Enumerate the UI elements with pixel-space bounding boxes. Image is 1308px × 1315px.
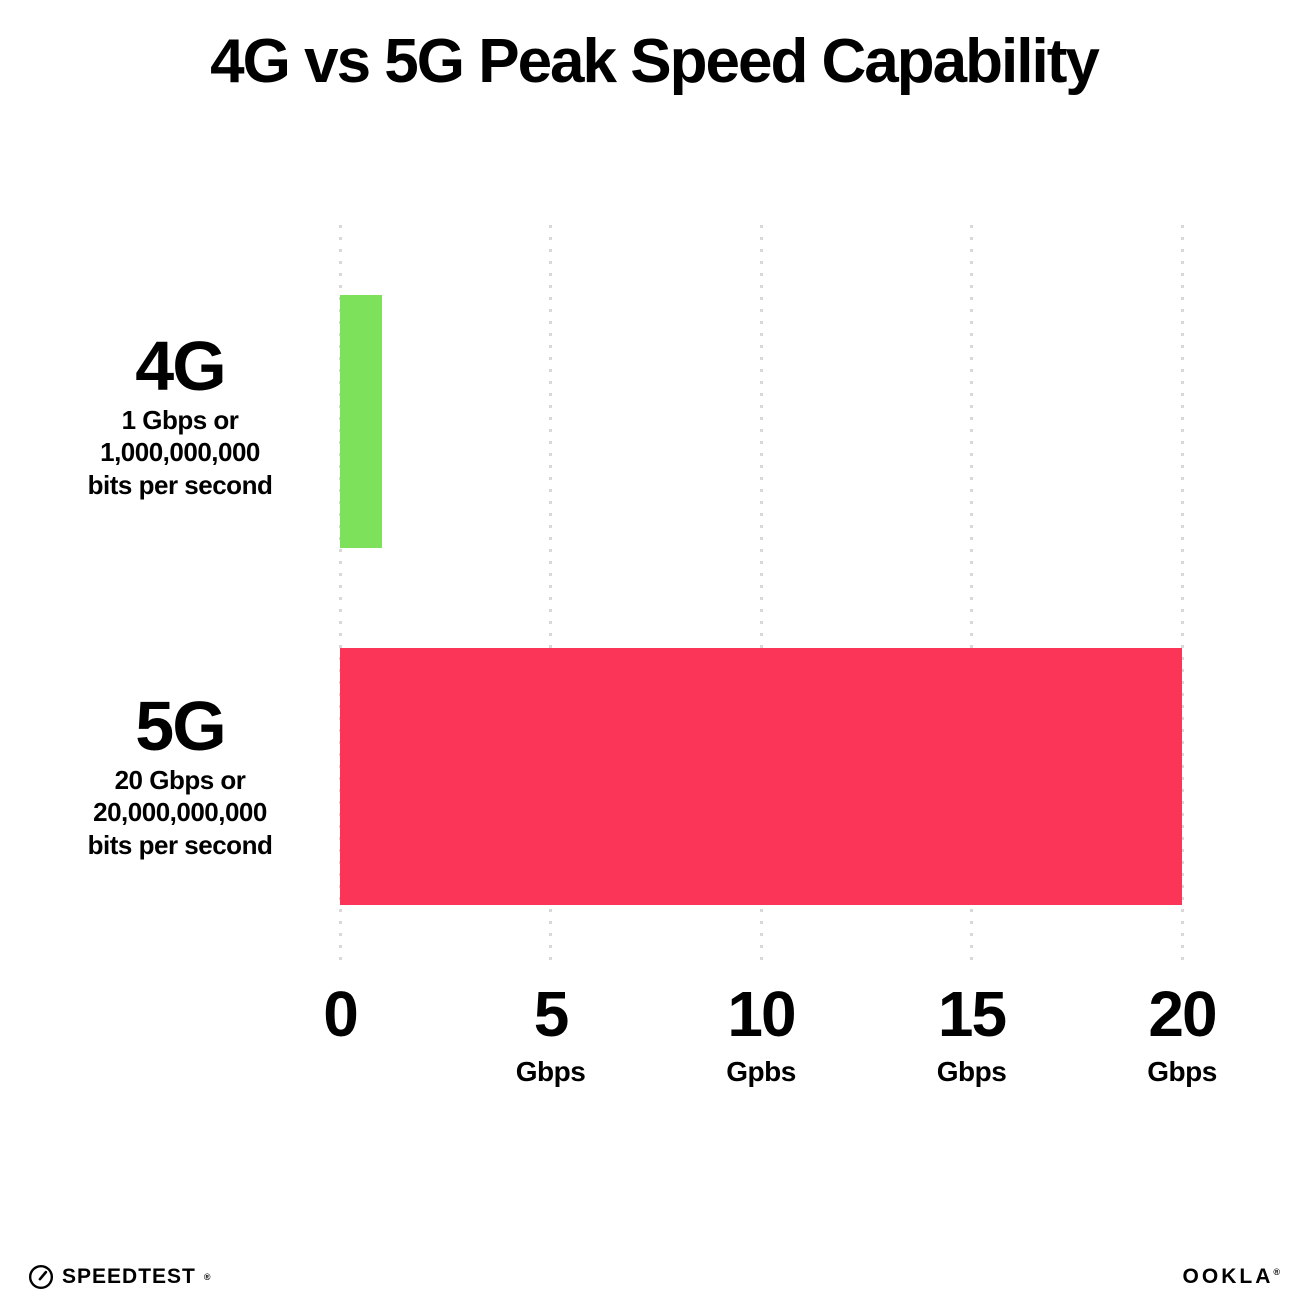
x-tick-5-value: 5 xyxy=(533,978,570,1050)
page-title: 4G vs 5G Peak Speed Capability xyxy=(210,27,1100,96)
x-tick-15-unit: Gbps xyxy=(936,1056,1007,1087)
x-tick-0-value: 0 xyxy=(323,978,359,1050)
speedtest-wordmark: SPEEDTEST xyxy=(62,1265,196,1288)
x-tick-10: 10 Gpbs xyxy=(726,982,796,1088)
x-tick-20: 20 Gbps xyxy=(1147,982,1217,1088)
x-tick-15: 15 Gbps xyxy=(937,982,1007,1088)
speedtest-gauge-icon xyxy=(28,1264,54,1290)
ookla-wordmark: OOKLA xyxy=(1182,1265,1274,1288)
gridline-0 xyxy=(338,225,342,960)
x-tick-10-unit: Gpbs xyxy=(726,1056,796,1087)
x-tick-5: 5 Gbps xyxy=(516,982,586,1088)
row-label-4g-line2: 1,000,000,000 xyxy=(100,437,260,467)
x-tick-20-value: 20 xyxy=(1148,978,1217,1050)
row-label-4g-title: 4G xyxy=(135,327,226,405)
gridline-15 xyxy=(970,225,973,960)
row-label-4g-line3: bits per second xyxy=(87,469,273,500)
gridline-20 xyxy=(1180,225,1184,960)
row-label-5g: 5G 20 Gbps or 20,000,000,000 bits per se… xyxy=(40,687,320,861)
x-tick-10-value: 10 xyxy=(727,978,796,1050)
x-tick-20-unit: Gbps xyxy=(1147,1056,1217,1087)
row-label-5g-line2: 20,000,000,000 xyxy=(93,797,267,827)
ookla-trademark: ® xyxy=(1273,1267,1280,1277)
row-label-5g-title: 5G xyxy=(135,687,226,765)
row-label-5g-line1: 20 Gbps or xyxy=(114,764,246,795)
row-label-5g-line3: bits per second xyxy=(87,829,273,860)
bar-4g xyxy=(340,295,383,548)
speedtest-trademark: ® xyxy=(203,1272,211,1282)
footer: SPEEDTEST ® OOKLA® xyxy=(0,1261,1308,1293)
gridline-5 xyxy=(549,225,552,960)
bar-5g xyxy=(340,648,1182,905)
speedtest-logo: SPEEDTEST ® xyxy=(28,1264,211,1290)
x-tick-15-value: 15 xyxy=(937,978,1007,1050)
plot-area xyxy=(338,225,1184,960)
row-label-4g-line1: 1 Gbps or xyxy=(121,404,239,435)
ookla-logo: OOKLA® xyxy=(1183,1265,1280,1289)
x-tick-5-unit: Gbps xyxy=(515,1056,586,1087)
x-tick-0: 0 xyxy=(323,978,359,1056)
row-label-4g: 4G 1 Gbps or 1,000,000,000 bits per seco… xyxy=(40,327,320,501)
gridline-10 xyxy=(759,225,763,960)
x-axis: 0 5 Gbps 10 Gpbs 15 Gbps 20 Gbps xyxy=(323,982,1217,1102)
